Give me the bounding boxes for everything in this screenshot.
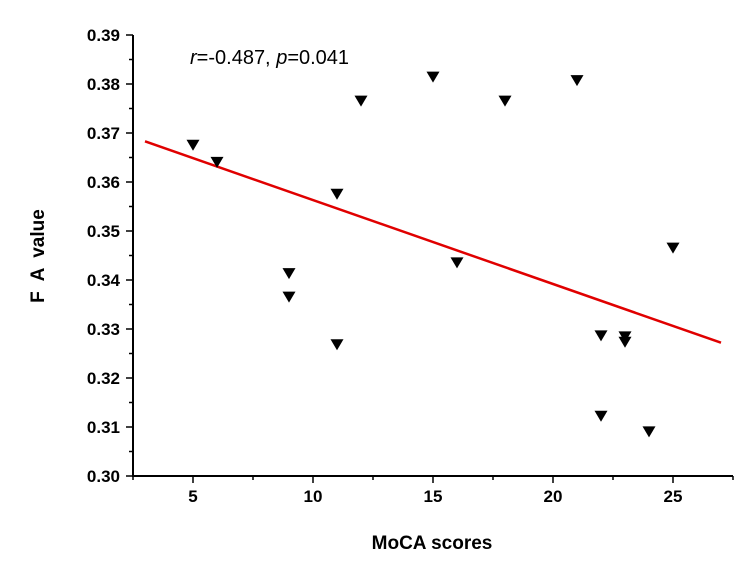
data-point [642, 426, 656, 438]
data-point [426, 71, 440, 83]
x-axis-title: MoCA scores [372, 533, 493, 554]
x-tick-label: 10 [304, 487, 323, 506]
y-tick-label: 0.38 [87, 75, 120, 94]
y-axis-title: F A value [28, 209, 49, 303]
y-tick-label: 0.39 [87, 26, 120, 45]
data-point [330, 188, 344, 200]
data-point [498, 95, 512, 107]
data-point [618, 336, 632, 348]
data-point [282, 291, 296, 303]
data-points [186, 71, 680, 438]
y-tick-label: 0.33 [87, 320, 120, 339]
data-point [282, 268, 296, 280]
r-value: =-0.487, [197, 47, 277, 69]
data-point [354, 95, 368, 107]
fit-line-group [144, 140, 722, 344]
x-tick-label: 20 [544, 487, 563, 506]
data-point [594, 410, 608, 422]
y-tick-label: 0.36 [87, 173, 120, 192]
stats-annotation: r=-0.487, p=0.041 [190, 47, 349, 69]
data-point [186, 139, 200, 151]
axes [132, 35, 733, 477]
y-tick-label: 0.32 [87, 369, 120, 388]
regression-line [144, 140, 722, 344]
data-point [210, 156, 224, 168]
ticks: 0.30 0.31 0.32 0.33 0.34 0.35 0.36 0.37 0.38 0.39… [87, 26, 734, 506]
r-symbol: r [190, 47, 198, 69]
data-point [594, 330, 608, 342]
data-point [450, 257, 464, 269]
p-value: =0.041 [287, 47, 349, 69]
y-tick-label: 0.34 [87, 271, 121, 290]
x-tick-label: 25 [664, 487, 683, 506]
y-tick-label: 0.31 [87, 418, 120, 437]
p-symbol: p [275, 47, 287, 69]
x-tick-label: 5 [188, 487, 197, 506]
y-tick-label: 0.30 [87, 467, 120, 486]
x-tick-label: 15 [424, 487, 443, 506]
y-tick-label: 0.37 [87, 124, 120, 143]
y-tick-label: 0.35 [87, 222, 120, 241]
data-point [330, 339, 344, 351]
data-point [666, 242, 680, 254]
data-point [570, 75, 584, 87]
